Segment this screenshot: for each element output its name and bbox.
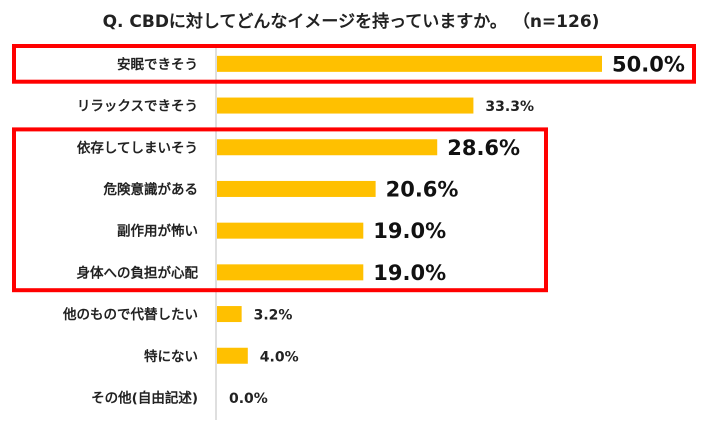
category-label: その他(自由記述) bbox=[91, 389, 198, 406]
value-label: 28.6% bbox=[447, 136, 520, 160]
highlight-frame bbox=[12, 44, 696, 84]
category-label: 副作用が怖い bbox=[117, 223, 198, 240]
value-label: 50.0% bbox=[612, 52, 685, 76]
bar bbox=[217, 306, 242, 323]
bar bbox=[217, 180, 376, 197]
bar bbox=[217, 347, 248, 364]
category-label: 他のもので代替したい bbox=[62, 306, 198, 323]
category-label: 身体への負担が心配 bbox=[77, 264, 199, 281]
value-label: 19.0% bbox=[373, 261, 446, 285]
value-label: 33.3% bbox=[485, 99, 534, 115]
value-label: 19.0% bbox=[373, 219, 446, 243]
category-label: 危険意識がある bbox=[103, 181, 199, 198]
highlight-layer bbox=[12, 44, 696, 293]
category-label: 依存してしまいそう bbox=[77, 139, 198, 156]
value-label: 4.0% bbox=[260, 349, 299, 365]
category-label: 安眠できそう bbox=[117, 56, 198, 73]
category-label: 特にない bbox=[144, 348, 198, 365]
bar bbox=[217, 97, 474, 114]
value-label: 20.6% bbox=[386, 177, 459, 201]
bar bbox=[217, 55, 602, 72]
bar bbox=[217, 264, 364, 281]
highlight-frame bbox=[12, 127, 548, 293]
bar bbox=[217, 139, 438, 156]
chart-title: Q. CBDに対してどんなイメージを持っていますか。 （n=126) bbox=[103, 11, 600, 32]
category-label: リラックスできそう bbox=[77, 99, 198, 115]
bars-layer: 安眠できそう 50.0% リラックスできそう 33.3% 依存してしまいそう 28.6% 危… bbox=[62, 52, 685, 407]
value-label: 3.2% bbox=[254, 308, 293, 324]
bar bbox=[217, 222, 364, 239]
value-label: 0.0% bbox=[229, 391, 268, 407]
